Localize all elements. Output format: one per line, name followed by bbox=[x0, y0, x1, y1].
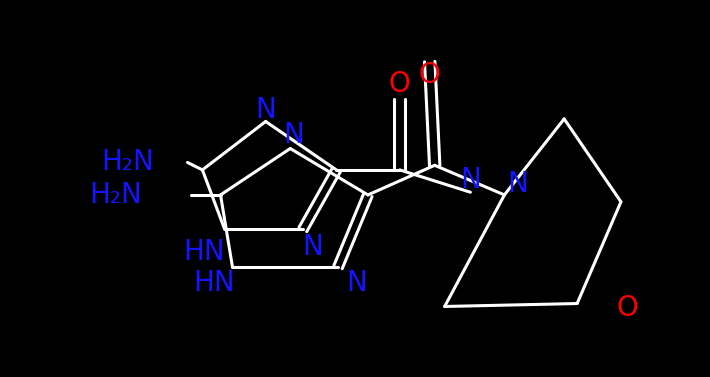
Text: N: N bbox=[283, 121, 305, 149]
Text: H₂N: H₂N bbox=[102, 149, 154, 176]
Text: N: N bbox=[346, 270, 367, 297]
Text: H₂N: H₂N bbox=[89, 181, 142, 209]
Text: HN: HN bbox=[183, 238, 224, 266]
Text: N: N bbox=[460, 166, 481, 193]
Text: N: N bbox=[256, 97, 276, 124]
Text: O: O bbox=[617, 294, 638, 322]
Text: N: N bbox=[508, 170, 528, 198]
Text: O: O bbox=[419, 61, 441, 89]
Text: HN: HN bbox=[193, 270, 235, 297]
Text: O: O bbox=[389, 70, 410, 98]
Text: N: N bbox=[302, 233, 323, 261]
